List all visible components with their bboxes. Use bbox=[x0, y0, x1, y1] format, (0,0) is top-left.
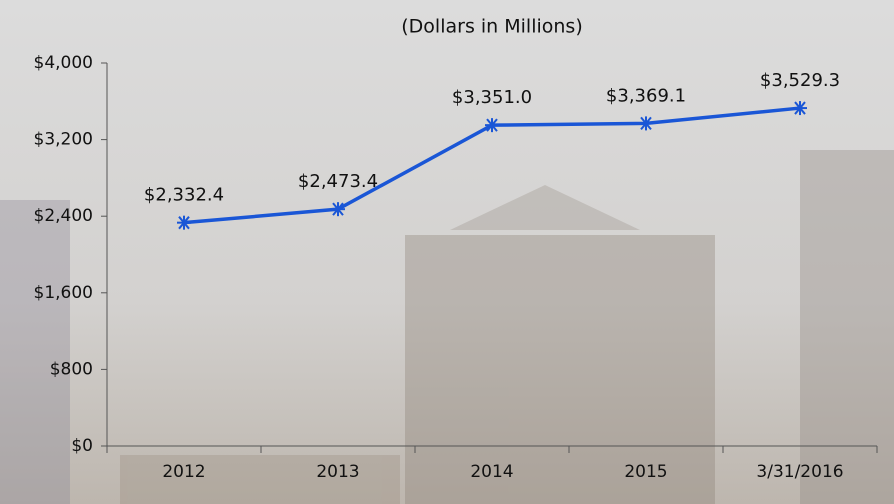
x-tick-label: 2014 bbox=[470, 462, 513, 482]
x-tick-label: 2012 bbox=[162, 462, 205, 482]
data-label: $2,332.4 bbox=[144, 185, 224, 206]
y-tick-label: $2,400 bbox=[34, 206, 93, 226]
data-marker bbox=[793, 101, 807, 116]
data-label: $2,473.4 bbox=[298, 171, 378, 192]
y-tick-label: $0 bbox=[71, 436, 93, 456]
data-marker bbox=[485, 118, 499, 133]
data-marker bbox=[177, 215, 191, 230]
y-tick-label: $800 bbox=[50, 359, 93, 379]
y-tick-label: $3,200 bbox=[34, 130, 93, 150]
y-tick-label: $4,000 bbox=[34, 53, 93, 73]
data-label: $3,529.3 bbox=[760, 70, 840, 91]
x-tick-label: 3/31/2016 bbox=[756, 462, 843, 482]
data-label: $3,351.0 bbox=[452, 87, 532, 108]
x-tick-label: 2015 bbox=[624, 462, 667, 482]
data-marker bbox=[331, 202, 345, 217]
chart-title: (Dollars in Millions) bbox=[401, 16, 582, 38]
y-tick-label: $1,600 bbox=[34, 283, 93, 303]
data-marker bbox=[639, 116, 653, 131]
x-tick-label: 2013 bbox=[316, 462, 359, 482]
city-backdrop bbox=[0, 150, 894, 504]
data-label: $3,369.1 bbox=[606, 85, 686, 106]
